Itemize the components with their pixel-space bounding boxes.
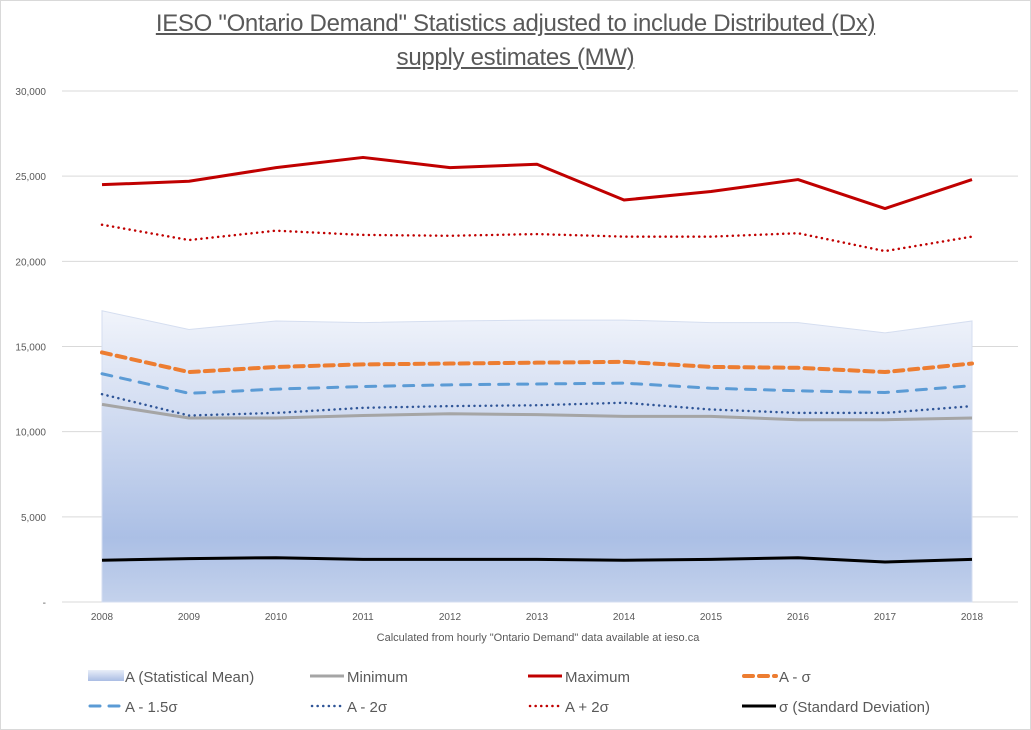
x-tick-label: 2009 <box>178 612 201 623</box>
chart-title-line-2: supply estimates (MW) <box>396 44 635 71</box>
series-lines <box>100 155 974 564</box>
legend-item-a-statistical-mean: A (Statistical Mean) <box>88 669 254 686</box>
mean-area-layer <box>101 310 973 603</box>
x-tick-label: 2013 <box>526 612 549 623</box>
legend: A (Statistical Mean) Minimum Maximum A - σ A… <box>88 669 930 716</box>
legend-label: Maximum <box>565 669 630 686</box>
series-line-sigma-standard-deviation <box>101 556 973 564</box>
y-tick-label: 5,000 <box>21 513 46 524</box>
series-line-a-2sigma <box>100 392 974 417</box>
legend-label: Minimum <box>347 669 408 686</box>
y-tick-label: 20,000 <box>15 257 46 268</box>
series-line-minimum <box>101 402 973 422</box>
legend-item-a-1-5sigma: A - 1.5σ <box>88 699 178 716</box>
x-axis-label: Calculated from hourly "Ontario Demand" … <box>377 632 701 644</box>
legend-item-a-2sigma: A - 2σ <box>310 699 388 716</box>
legend-swatch <box>88 670 124 681</box>
x-tick-label: 2018 <box>961 612 984 623</box>
x-tick-label: 2010 <box>265 612 288 623</box>
legend-item-a-plus-2sigma: A + 2σ <box>528 699 610 716</box>
series-line-a-plus-2sigma <box>100 223 974 253</box>
y-tick-label: 30,000 <box>15 87 46 98</box>
series-line-a-1-5sigma <box>100 372 974 395</box>
x-tick-label: 2017 <box>874 612 897 623</box>
series-line-maximum <box>101 155 973 211</box>
y-tick-label: - <box>43 598 46 609</box>
legend-label: A - σ <box>779 669 812 686</box>
legend-label: A - 2σ <box>347 699 388 716</box>
chart-title-line-1: IESO "Ontario Demand" Statistics adjuste… <box>155 10 876 37</box>
legend-label: A + 2σ <box>565 699 610 716</box>
x-tick-label: 2014 <box>613 612 636 623</box>
series-line-a-sigma <box>100 350 974 375</box>
y-axis: - 5,000 10,000 15,000 20,000 25,000 30,000 <box>15 87 46 609</box>
series-area-a-statistical-mean <box>101 310 973 603</box>
y-tick-label: 25,000 <box>15 172 46 183</box>
legend-item-minimum: Minimum <box>310 669 408 686</box>
x-tick-label: 2008 <box>91 612 114 623</box>
legend-item-sigma-standard-deviation: σ (Standard Deviation) <box>742 699 930 716</box>
y-tick-label: 10,000 <box>15 428 46 439</box>
y-tick-label: 15,000 <box>15 343 46 354</box>
x-axis: 2008 2009 2010 2011 2012 2013 2014 2015 2016 2017… <box>91 612 984 623</box>
x-tick-label: 2015 <box>700 612 723 623</box>
x-tick-label: 2011 <box>352 612 374 623</box>
x-tick-label: 2012 <box>439 612 462 623</box>
legend-label: σ (Standard Deviation) <box>779 699 930 716</box>
legend-item-maximum: Maximum <box>528 669 630 686</box>
legend-label: A - 1.5σ <box>125 699 178 716</box>
legend-item-a-sigma: A - σ <box>742 669 812 686</box>
legend-label: A (Statistical Mean) <box>125 669 254 686</box>
x-tick-label: 2016 <box>787 612 810 623</box>
